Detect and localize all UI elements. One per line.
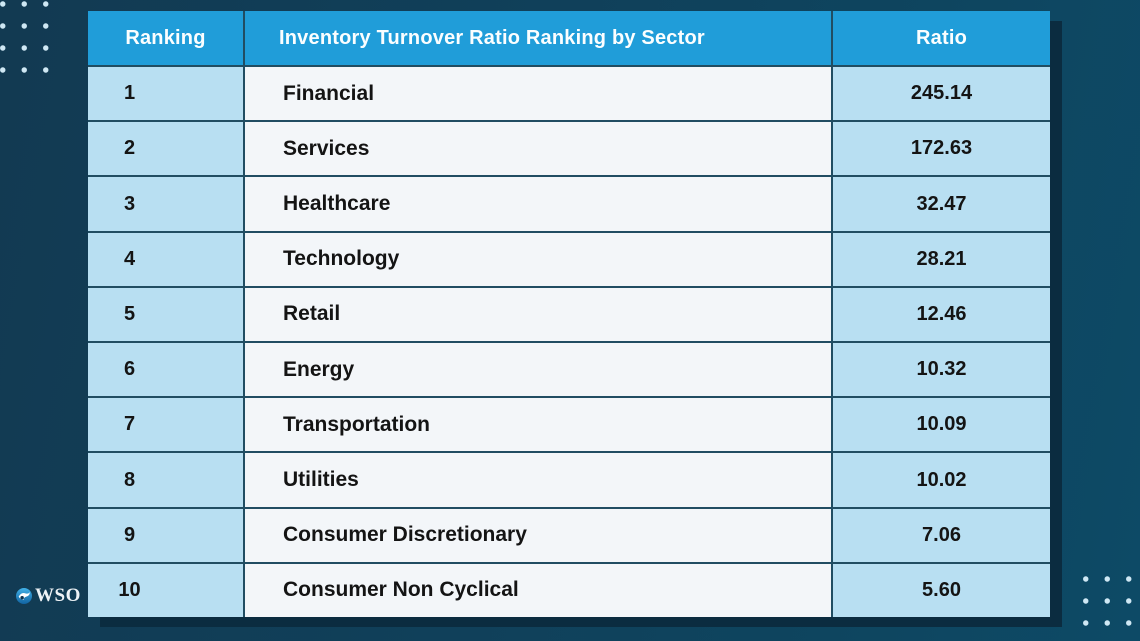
sector-cell: Healthcare	[245, 177, 833, 231]
table-row: 6 Energy 10.32	[88, 341, 1050, 397]
table-row: 7 Transportation 10.09	[88, 396, 1050, 452]
wso-globe-icon	[16, 588, 32, 604]
rank-cell: 10	[88, 563, 245, 618]
ratio-cell: 7.06	[833, 508, 1050, 562]
rank-cell: 4	[88, 232, 245, 286]
wso-logo: WSO	[16, 585, 81, 607]
sector-cell: Technology	[245, 232, 833, 286]
sector-cell: Consumer Non Cyclical	[245, 563, 833, 618]
table-header-row: Ranking Inventory Turnover Ratio Ranking…	[88, 11, 1050, 67]
table-row: 5 Retail 12.46	[88, 285, 1050, 342]
rank-cell: 7	[88, 398, 245, 452]
ratio-cell: 28.21	[833, 232, 1050, 286]
sector-cell: Consumer Discretionary	[245, 508, 833, 562]
sector-cell: Retail	[245, 287, 833, 342]
rank-cell: 2	[88, 122, 245, 176]
ratio-cell: 5.60	[833, 563, 1050, 618]
sector-cell: Financial	[245, 67, 833, 121]
sector-cell: Energy	[245, 343, 833, 397]
sector-cell: Transportation	[245, 398, 833, 452]
table-row: 4 Technology 28.21	[88, 230, 1050, 286]
table-row: 3 Healthcare 32.47	[88, 175, 1050, 231]
column-header-ratio: Ratio	[916, 26, 967, 49]
rank-cell: 9	[88, 508, 245, 562]
rank-cell: 1	[88, 67, 245, 121]
column-header-ranking: Ranking	[88, 11, 245, 65]
table-row: 9 Consumer Discretionary 7.06	[88, 506, 1050, 562]
table-row: 10 Consumer Non Cyclical 5.60	[88, 561, 1050, 618]
ratio-cell: 12.46	[833, 287, 1050, 342]
table-row: 2 Services 172.63	[88, 120, 1050, 176]
wso-logo-text: WSO	[35, 585, 81, 606]
inventory-turnover-table: Ranking Inventory Turnover Ratio Ranking…	[88, 11, 1050, 618]
dot-grid-bottom-right	[1075, 568, 1139, 634]
table-row: 1 Financial 245.14	[88, 67, 1050, 121]
rank-cell: 3	[88, 177, 245, 231]
table-row: 8 Utilities 10.02	[88, 451, 1050, 507]
table-body: 1 Financial 245.14 2 Services 172.63 3 H…	[88, 67, 1050, 618]
rank-cell: 6	[88, 343, 245, 397]
sector-cell: Utilities	[245, 453, 833, 507]
sector-cell: Services	[245, 122, 833, 176]
ratio-cell: 32.47	[833, 177, 1050, 231]
dot-grid-top-left	[0, 0, 55, 81]
rank-cell: 8	[88, 453, 245, 507]
rank-cell: 5	[88, 287, 245, 342]
ratio-cell: 10.09	[833, 398, 1050, 452]
ratio-cell: 10.02	[833, 453, 1050, 507]
ratio-cell: 245.14	[833, 67, 1050, 121]
ratio-cell: 172.63	[833, 122, 1050, 176]
ratio-cell: 10.32	[833, 343, 1050, 397]
column-header-title: Inventory Turnover Ratio Ranking by Sect…	[245, 11, 833, 65]
